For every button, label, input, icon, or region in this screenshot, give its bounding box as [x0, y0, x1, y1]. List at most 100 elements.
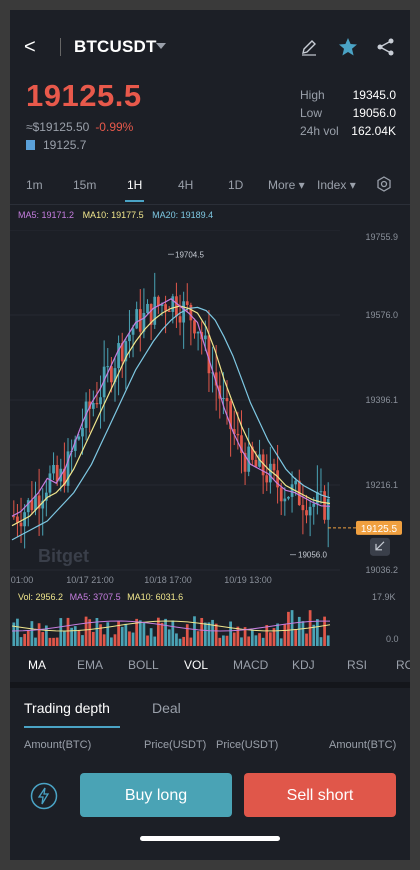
volume-bar — [85, 617, 88, 646]
volume-bar — [106, 622, 109, 646]
mark-price-line: 19125.7 — [26, 138, 86, 152]
candle-body — [309, 507, 312, 515]
indicator-bar: MA EMA BOLL VOL MACD KDJ RSI RO — [10, 654, 410, 676]
candle-body — [327, 499, 330, 520]
candle-body — [265, 475, 268, 482]
volume-bar — [218, 638, 221, 646]
candle-body — [96, 403, 99, 404]
stat-low: Low 19056.0 — [300, 104, 396, 122]
tab-deal[interactable]: Deal — [152, 700, 181, 716]
volume-bar — [294, 629, 297, 646]
candle-body — [77, 436, 80, 439]
volume-bar — [229, 622, 232, 646]
price-chart[interactable]: Bitget 19755.9 19576.0 19396.1 19216.1 19036… — [10, 230, 410, 590]
stat-volume: 24h vol 162.04K — [300, 122, 396, 140]
indicator-rsi[interactable]: RSI — [347, 658, 367, 672]
volume-bar — [143, 622, 146, 646]
candle-body — [164, 304, 167, 311]
share-icon[interactable] — [376, 37, 396, 57]
candle-body — [186, 301, 189, 305]
sell-short-button[interactable]: Sell short — [244, 773, 396, 817]
lightning-icon[interactable] — [30, 782, 58, 810]
buy-long-button[interactable]: Buy long — [80, 773, 232, 817]
volume-bar — [258, 633, 261, 646]
settings-icon[interactable] — [376, 176, 392, 192]
chevron-down-icon[interactable] — [156, 43, 166, 49]
tab-1d[interactable]: 1D — [228, 178, 243, 192]
volume-bar — [99, 624, 102, 646]
volume-legend: Vol: 2956.2 MA5: 3707.5 MA10: 6031.6 — [18, 592, 183, 602]
volume-bar — [240, 637, 243, 646]
vol-ma5-label: MA5: 3707.5 — [70, 592, 121, 602]
volume-bar — [23, 634, 26, 646]
section-divider — [10, 682, 410, 688]
indicator-ma[interactable]: MA — [28, 658, 46, 672]
candle-body — [171, 296, 174, 312]
back-icon[interactable]: < — [24, 36, 36, 59]
app-screen: < BTCUSDT 19125.5 ≈$19125.50 -0.99% 19125… — [10, 10, 410, 860]
indicator-vol[interactable]: VOL — [184, 658, 208, 672]
candle-body — [193, 320, 196, 333]
indicator-ro[interactable]: RO — [396, 658, 410, 672]
volume-bar — [67, 618, 70, 646]
y-tick-label: 19396.1 — [365, 395, 398, 405]
candle-body — [146, 304, 149, 313]
edit-icon[interactable] — [300, 38, 318, 56]
tab-1h[interactable]: 1H — [127, 178, 142, 192]
volume-bar — [276, 624, 279, 646]
candle-body — [153, 297, 156, 325]
indicator-macd[interactable]: MACD — [233, 658, 268, 672]
candle-body — [128, 335, 131, 341]
price-change: -0.99% — [95, 120, 133, 134]
volume-bar — [121, 627, 124, 646]
stat-label: High — [300, 86, 325, 104]
candle-body — [255, 460, 258, 467]
indicator-kdj[interactable]: KDJ — [292, 658, 315, 672]
volume-bar — [233, 633, 236, 646]
volume-bar — [161, 623, 164, 646]
volume-bar — [190, 638, 193, 646]
col-amount-ask: Amount(BTC) — [329, 739, 396, 751]
volume-bar — [164, 619, 167, 646]
volume-bar — [150, 628, 153, 646]
volume-bar — [139, 620, 142, 646]
volume-bar — [200, 618, 203, 646]
col-price-ask: Price(USDT) — [216, 739, 278, 751]
tab-15m[interactable]: 15m — [73, 178, 96, 192]
y-tick-label: 19576.0 — [365, 310, 398, 320]
volume-bar — [49, 638, 52, 646]
volume-bar — [77, 630, 80, 646]
volume-bar — [283, 625, 286, 646]
volume-bar — [157, 618, 160, 646]
tab-4h[interactable]: 4H — [178, 178, 193, 192]
candle-body — [132, 328, 135, 334]
candle-body — [99, 397, 102, 404]
indicator-ema[interactable]: EMA — [77, 658, 103, 672]
volume-bar — [132, 633, 135, 646]
star-icon[interactable] — [338, 37, 358, 57]
price-subline: ≈$19125.50 -0.99% — [26, 120, 133, 134]
indicator-boll[interactable]: BOLL — [128, 658, 159, 672]
volume-bar — [81, 635, 84, 646]
symbol-title[interactable]: BTCUSDT — [74, 37, 157, 57]
x-tick-label: 10/17 21:00 — [66, 575, 114, 585]
last-price-tag-label: 19125.5 — [361, 524, 398, 535]
volume-bar — [41, 632, 44, 646]
tab-underline — [24, 726, 120, 728]
volume-bar — [38, 623, 41, 646]
tab-more[interactable]: More ▾ — [268, 178, 305, 192]
volume-bar — [291, 610, 294, 646]
timeframe-bar: 1m 15m 1H 4H 1D More ▾ Index ▾ — [10, 178, 410, 205]
candle-body — [287, 497, 290, 499]
volume-bar — [251, 630, 254, 646]
col-amount-bid: Amount(BTC) — [24, 739, 91, 751]
ma5-label: MA5: 19171.2 — [18, 210, 74, 220]
ma20-label: MA20: 19189.4 — [152, 210, 213, 220]
tab-1m[interactable]: 1m — [26, 178, 43, 192]
tab-index[interactable]: Index ▾ — [317, 178, 356, 192]
volume-bar — [312, 625, 315, 646]
volume-bar — [204, 623, 207, 646]
volume-bar — [56, 638, 59, 646]
tab-trading-depth[interactable]: Trading depth — [24, 700, 110, 716]
ma5-line — [12, 299, 330, 516]
